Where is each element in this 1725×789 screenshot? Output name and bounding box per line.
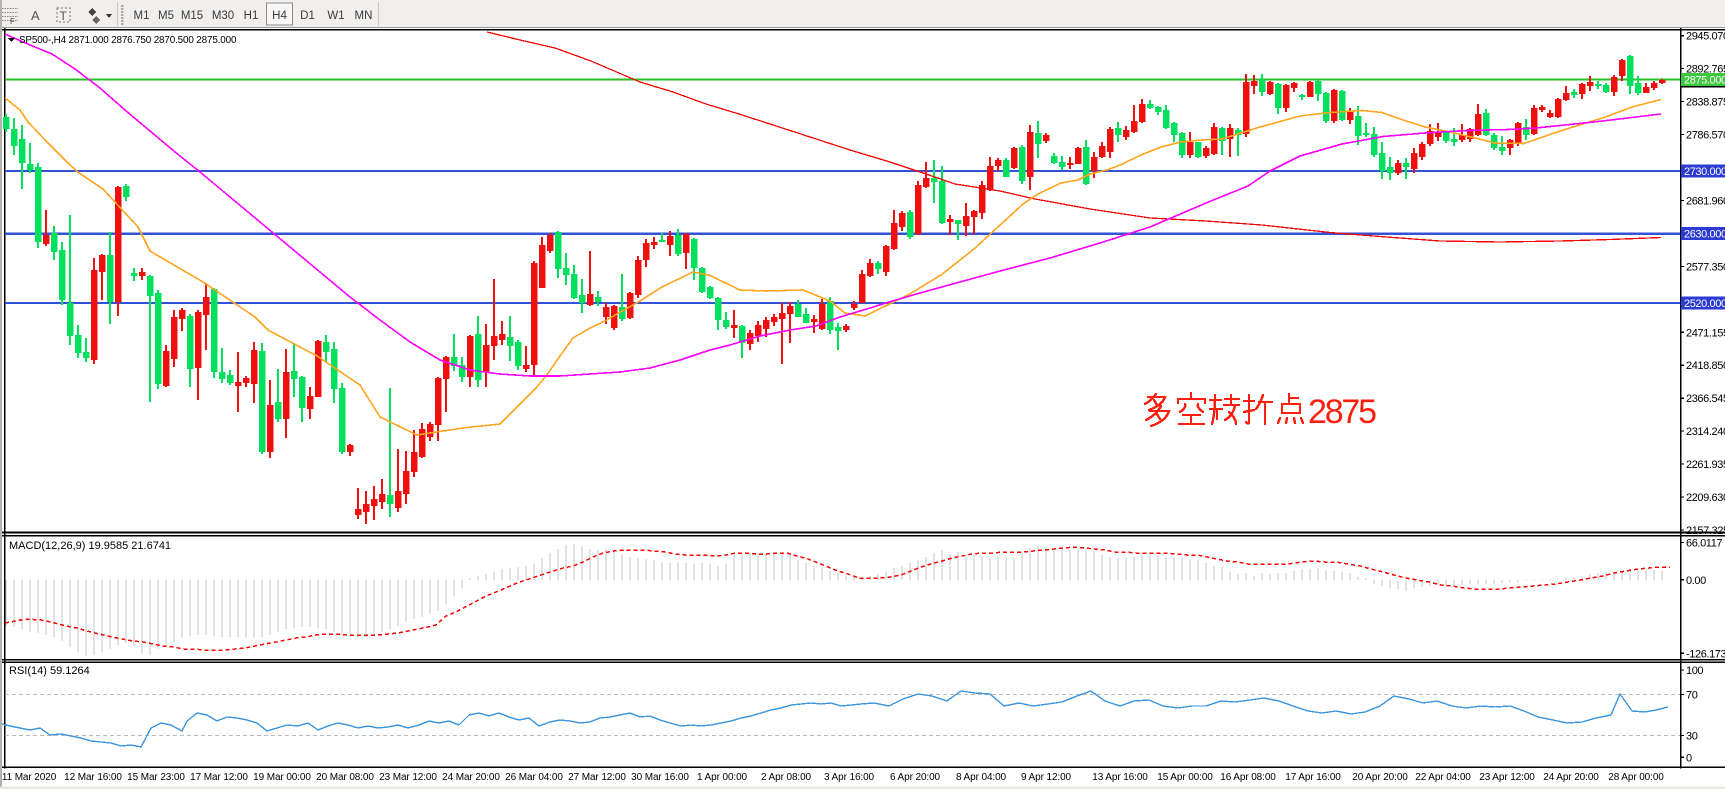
- svg-text:6 Apr 20:00: 6 Apr 20:00: [890, 772, 941, 783]
- svg-text:W1: W1: [327, 10, 344, 22]
- svg-text:16 Apr 08:00: 16 Apr 08:00: [1220, 772, 1276, 783]
- svg-text:2209.630: 2209.630: [1686, 492, 1725, 504]
- svg-text:20 Mar 08:00: 20 Mar 08:00: [316, 772, 374, 783]
- svg-text:2630.000: 2630.000: [1684, 229, 1725, 241]
- svg-text:SP500-,H4 2871.000 2876.750 2: SP500-,H4 2871.000 2876.750 2870.500 287…: [19, 35, 237, 46]
- svg-text:23 Mar 12:00: 23 Mar 12:00: [379, 772, 437, 783]
- svg-text:30: 30: [1686, 731, 1698, 743]
- svg-text:24 Mar 20:00: 24 Mar 20:00: [442, 772, 500, 783]
- svg-text:15 Mar 23:00: 15 Mar 23:00: [127, 772, 185, 783]
- svg-text:17 Mar 12:00: 17 Mar 12:00: [190, 772, 248, 783]
- svg-text:2892.765: 2892.765: [1686, 64, 1725, 76]
- svg-text:24 Apr 20:00: 24 Apr 20:00: [1543, 772, 1599, 783]
- svg-text:2786.570: 2786.570: [1686, 130, 1725, 142]
- svg-text:19 Mar 00:00: 19 Mar 00:00: [253, 772, 311, 783]
- svg-text:0: 0: [1686, 752, 1692, 764]
- svg-text:12 Mar 16:00: 12 Mar 16:00: [64, 772, 122, 783]
- svg-text:23 Apr 12:00: 23 Apr 12:00: [1479, 772, 1535, 783]
- svg-text:M15: M15: [181, 10, 203, 22]
- svg-text:17 Apr 16:00: 17 Apr 16:00: [1285, 772, 1341, 783]
- svg-text:M5: M5: [158, 10, 174, 22]
- svg-text:26 Mar 04:00: 26 Mar 04:00: [505, 772, 563, 783]
- svg-text:2730.000: 2730.000: [1684, 166, 1725, 178]
- svg-text:F: F: [10, 17, 15, 26]
- svg-text:2366.545: 2366.545: [1686, 393, 1725, 405]
- svg-text:2157.325: 2157.325: [1686, 525, 1725, 537]
- svg-text:9 Apr 12:00: 9 Apr 12:00: [1021, 772, 1072, 783]
- svg-text:13 Apr 16:00: 13 Apr 16:00: [1092, 772, 1148, 783]
- svg-text:T: T: [60, 9, 68, 23]
- svg-text:0.00: 0.00: [1686, 575, 1706, 587]
- svg-text:M30: M30: [212, 10, 234, 22]
- svg-text:8 Apr 04:00: 8 Apr 04:00: [956, 772, 1007, 783]
- svg-text:2875: 2875: [1308, 393, 1376, 431]
- svg-text:A: A: [31, 8, 40, 23]
- svg-text:22 Apr 04:00: 22 Apr 04:00: [1415, 772, 1471, 783]
- svg-text:M1: M1: [134, 10, 150, 22]
- svg-text:MACD(12,26,9) 19.9585 21.6741: MACD(12,26,9) 19.9585 21.6741: [9, 540, 171, 552]
- svg-text:D1: D1: [300, 10, 315, 22]
- svg-text:MN: MN: [355, 10, 373, 22]
- svg-text:28 Apr 00:00: 28 Apr 00:00: [1608, 772, 1664, 783]
- svg-text:-126.173: -126.173: [1686, 648, 1725, 660]
- svg-text:2418.850: 2418.850: [1686, 360, 1725, 372]
- svg-text:RSI(14) 59.1264: RSI(14) 59.1264: [9, 665, 90, 677]
- svg-text:3 Apr 16:00: 3 Apr 16:00: [824, 772, 875, 783]
- svg-text:30 Mar 16:00: 30 Mar 16:00: [631, 772, 689, 783]
- svg-text:27 Mar 12:00: 27 Mar 12:00: [568, 772, 626, 783]
- svg-text:2875.000: 2875.000: [1684, 75, 1725, 87]
- svg-text:2471.155: 2471.155: [1686, 327, 1725, 339]
- svg-text:15 Apr 00:00: 15 Apr 00:00: [1157, 772, 1213, 783]
- svg-text:20 Apr 20:00: 20 Apr 20:00: [1352, 772, 1408, 783]
- svg-text:2945.070: 2945.070: [1686, 31, 1725, 43]
- svg-text:11 Mar 2020: 11 Mar 2020: [2, 772, 57, 783]
- svg-text:70: 70: [1686, 690, 1698, 702]
- svg-text:2 Apr 08:00: 2 Apr 08:00: [761, 772, 812, 783]
- svg-text:H4: H4: [272, 10, 287, 22]
- svg-text:2261.935: 2261.935: [1686, 459, 1725, 471]
- svg-text:2520.000: 2520.000: [1684, 298, 1725, 310]
- svg-text:H1: H1: [244, 10, 259, 22]
- svg-text:2314.240: 2314.240: [1686, 426, 1725, 438]
- svg-text:1 Apr 00:00: 1 Apr 00:00: [697, 772, 748, 783]
- svg-text:66.0117: 66.0117: [1686, 537, 1722, 549]
- svg-text:100: 100: [1686, 665, 1703, 677]
- svg-text:2681.960: 2681.960: [1686, 196, 1725, 208]
- svg-text:2838.875: 2838.875: [1686, 97, 1725, 109]
- svg-text:2577.350: 2577.350: [1686, 261, 1725, 273]
